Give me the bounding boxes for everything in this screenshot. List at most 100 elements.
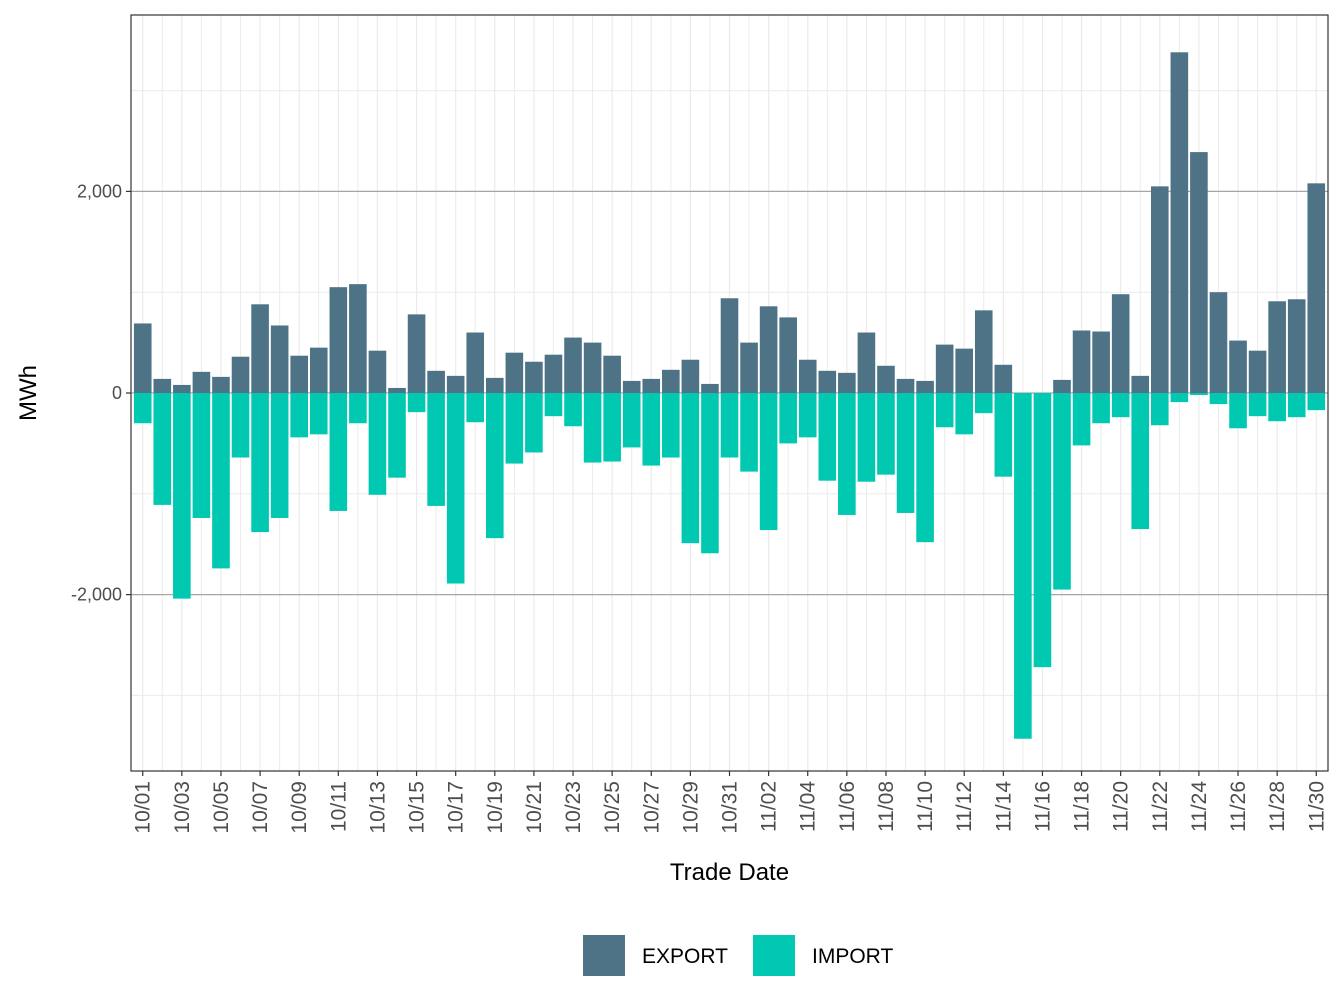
bar-export-10-20	[505, 352, 524, 393]
bar-import-10-05	[212, 393, 230, 569]
bar-import-10-09	[290, 393, 309, 438]
bar-export-10-07	[251, 304, 269, 393]
bar-import-10-01	[133, 393, 152, 424]
bar-export-11-18	[1072, 330, 1091, 393]
legend-swatch-import	[753, 935, 795, 976]
bar-import-11-28	[1268, 393, 1286, 422]
bar-export-11-13	[974, 310, 993, 393]
bar-export-11-27	[1248, 350, 1267, 393]
bar-import-11-12	[955, 393, 974, 435]
bar-export-10-05	[212, 376, 230, 393]
x-tick-label: 11/08	[875, 781, 898, 832]
bar-export-10-29	[681, 359, 700, 393]
bar-import-10-30	[701, 393, 719, 554]
bar-export-11-20	[1111, 294, 1130, 393]
x-tick-label: 10/21	[523, 781, 546, 834]
bar-export-10-04	[192, 371, 211, 393]
bar-import-11-16	[1033, 393, 1052, 668]
bar-import-11-17	[1053, 393, 1071, 590]
bar-export-11-10	[916, 380, 934, 393]
bar-import-10-18	[466, 393, 485, 423]
x-tick-label: 10/29	[679, 781, 702, 834]
x-tick-label: 10/09	[288, 781, 311, 834]
legend-label-export: EXPORT	[642, 945, 728, 968]
bar-export-11-23	[1170, 52, 1189, 394]
bar-import-10-11	[329, 393, 348, 511]
bar-import-10-27	[642, 393, 661, 466]
legend-swatch-export	[583, 935, 625, 976]
x-tick-label: 11/02	[758, 781, 781, 832]
bar-export-11-24	[1190, 152, 1208, 393]
bar-import-10-25	[603, 393, 621, 462]
bar-export-11-05	[818, 370, 837, 393]
x-tick-label: 10/23	[562, 781, 585, 834]
bar-import-10-14	[388, 393, 406, 478]
bar-import-10-28	[662, 393, 680, 458]
bar-import-11-27	[1248, 393, 1267, 417]
bar-import-11-05	[818, 393, 837, 481]
x-tick-label: 11/28	[1266, 781, 1289, 832]
bar-export-11-22	[1150, 186, 1169, 393]
bar-export-10-15	[407, 314, 426, 393]
bar-export-10-13	[368, 350, 387, 393]
bar-export-10-11	[329, 287, 348, 393]
bar-export-10-28	[662, 369, 680, 393]
x-tick-label: 10/17	[445, 781, 468, 834]
bar-export-10-02	[153, 378, 172, 393]
x-tick-label: 10/27	[640, 781, 663, 834]
x-tick-label: 11/18	[1071, 781, 1094, 832]
bar-export-10-19	[485, 377, 504, 393]
bar-export-11-07	[857, 332, 876, 393]
bar-import-11-20	[1111, 393, 1130, 418]
bar-export-10-01	[133, 323, 152, 393]
x-tick-label: 11/26	[1227, 781, 1250, 832]
bar-export-11-21	[1131, 375, 1150, 393]
bar-import-10-17	[446, 393, 465, 584]
bar-import-11-23	[1170, 393, 1189, 403]
bar-export-11-29	[1287, 299, 1306, 393]
x-tick-label: 10/07	[249, 781, 272, 834]
bar-export-10-30	[701, 383, 719, 393]
bar-import-10-16	[427, 393, 445, 506]
bar-export-10-03	[173, 384, 191, 393]
bar-import-10-29	[681, 393, 700, 544]
x-tick-label: 10/25	[601, 781, 624, 834]
bar-import-10-04	[192, 393, 211, 518]
bar-export-10-26	[622, 380, 641, 393]
x-tick-label: 11/12	[953, 781, 976, 832]
bar-export-11-17	[1053, 379, 1071, 393]
bar-export-10-08	[270, 325, 289, 393]
bar-export-10-18	[466, 332, 485, 393]
x-tick-label: 10/31	[719, 781, 742, 834]
bar-import-10-07	[251, 393, 269, 533]
bar-import-10-26	[622, 393, 641, 448]
bar-import-11-08	[877, 393, 895, 475]
x-tick-label: 10/19	[484, 781, 507, 834]
bar-import-11-13	[974, 393, 993, 414]
x-tick-label: 11/22	[1149, 781, 1172, 832]
bar-export-10-31	[720, 298, 739, 393]
bar-export-10-14	[388, 387, 406, 393]
bar-import-10-03	[173, 393, 191, 599]
bar-import-10-12	[349, 393, 367, 424]
bar-import-11-14	[994, 393, 1013, 477]
bar-import-10-10	[309, 393, 328, 435]
bar-import-10-08	[270, 393, 289, 518]
y-axis: -2,000 0 2,000	[71, 181, 131, 605]
bar-export-11-08	[877, 365, 895, 393]
x-tick-label: 10/05	[210, 781, 233, 834]
bar-import-11-06	[838, 393, 856, 515]
bar-export-11-19	[1092, 331, 1110, 393]
x-tick-label: 11/06	[836, 781, 859, 832]
bar-export-10-27	[642, 378, 661, 393]
y-tick-label: 2,000	[77, 181, 122, 201]
x-tick-label: 11/14	[992, 781, 1015, 832]
x-tick-label: 10/13	[366, 781, 389, 834]
bar-import-10-22	[544, 393, 563, 417]
bar-import-10-06	[231, 393, 250, 458]
legend-label-import: IMPORT	[812, 945, 893, 968]
bar-export-11-09	[896, 378, 915, 393]
bar-import-11-07	[857, 393, 876, 482]
bar-import-10-20	[505, 393, 524, 464]
